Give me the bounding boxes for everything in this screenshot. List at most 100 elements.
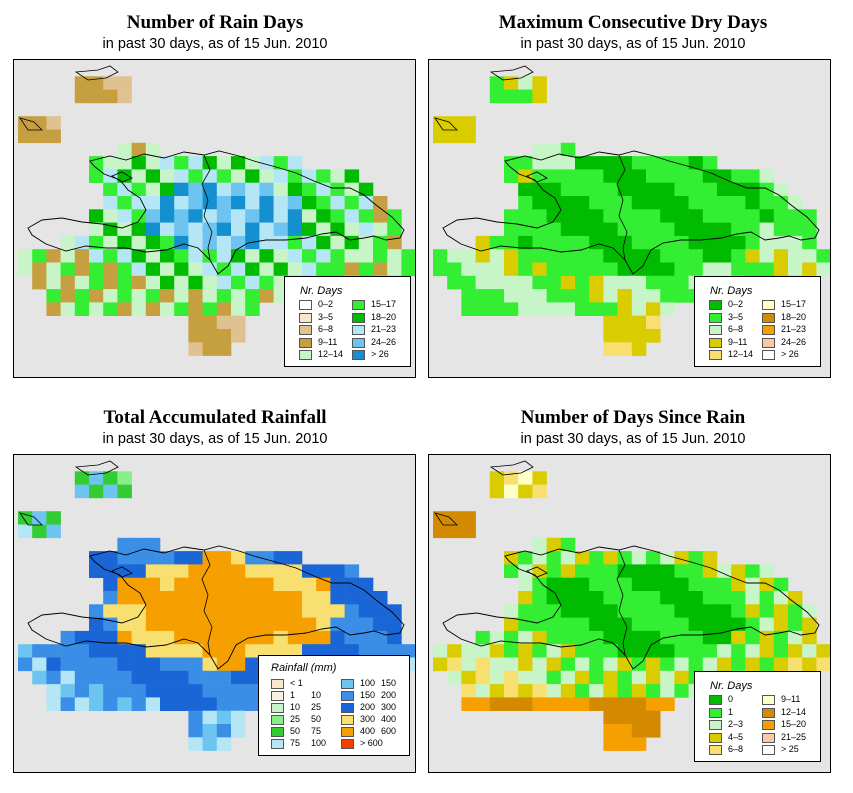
grid-cell (344, 196, 360, 210)
grid-cell (231, 670, 246, 685)
grid-cell (245, 209, 260, 223)
grid-cell (117, 262, 132, 277)
grid-cell (617, 235, 633, 250)
grid-cell (131, 684, 147, 698)
legend-label: 6–8 (318, 324, 334, 334)
legend-swatch (762, 720, 775, 730)
grid-cell (546, 617, 562, 632)
grid-cell (344, 169, 360, 183)
grid-cell (160, 657, 175, 672)
grid-cell (89, 89, 104, 104)
grid-cell (504, 209, 519, 223)
grid-cell (546, 657, 562, 672)
legend-label-high: 75 (311, 726, 322, 736)
grid-cell (646, 670, 661, 685)
legend-label: 9–11 (318, 336, 338, 347)
legend-item: 25 50 (271, 714, 337, 726)
grid-cell (603, 684, 618, 698)
grid-cell (259, 262, 274, 277)
grid-cell (145, 670, 161, 685)
grid-cell (344, 591, 360, 605)
border-line (616, 154, 628, 261)
grid-cell (131, 564, 147, 578)
grid-cell (631, 604, 647, 618)
grid-cell (617, 604, 633, 618)
grid-cell (273, 551, 289, 565)
grid-cell (631, 235, 647, 250)
grid-cell (344, 209, 360, 223)
grid-cell (589, 182, 604, 197)
grid-cell (617, 617, 633, 632)
grid-cell (532, 644, 547, 658)
grid-cell (745, 630, 760, 645)
grid-cell (631, 182, 647, 197)
grid-cell (344, 644, 360, 658)
grid-cell (717, 604, 732, 618)
grid-cell (145, 235, 161, 250)
grid-cell (773, 630, 789, 645)
grid-cell (560, 644, 576, 658)
legend-label: 3–5 (728, 311, 744, 322)
grid-cell (89, 289, 104, 303)
grid-cell (145, 591, 161, 605)
grid-cell (660, 196, 675, 210)
grid-cell (617, 710, 633, 725)
grid-cell (589, 196, 604, 210)
legend-swatch (271, 691, 284, 701)
legend-label: 18–20 (781, 311, 807, 322)
grid-cell (74, 262, 90, 277)
grid-cell (188, 551, 203, 565)
grid-cell (759, 222, 775, 237)
grid-cell (646, 289, 661, 303)
grid-cell (188, 262, 203, 277)
legend-swatch (352, 312, 365, 323)
grid-cell (688, 262, 704, 277)
grid-cell (401, 644, 415, 658)
grid-cell (575, 196, 590, 210)
grid-cell (518, 697, 533, 711)
grid-cell (160, 644, 175, 658)
legend-label-low: 400 (360, 726, 376, 736)
grid-cell (358, 249, 374, 263)
grid-cell (504, 697, 519, 711)
legend-item: 3–5 (299, 312, 349, 324)
grid-cell (560, 196, 576, 210)
grid-cell (461, 289, 476, 303)
grid-cell (330, 222, 345, 237)
grid-cell (373, 249, 388, 263)
grid-cell (745, 564, 760, 578)
grid-cell (589, 577, 604, 592)
grid-cell (575, 564, 590, 578)
legend-item: > 26 (352, 349, 402, 361)
grid-cell (89, 604, 104, 618)
grid-cell (731, 617, 746, 632)
grid-cell (316, 591, 331, 605)
grid-cell (287, 644, 303, 658)
grid-cell (702, 564, 718, 578)
grid-cell (504, 484, 519, 499)
grid-cell (145, 684, 161, 698)
grid-cell (46, 524, 61, 539)
grid-cell (674, 182, 689, 197)
grid-cell (688, 564, 704, 578)
grid-cell (216, 222, 232, 237)
grid-cell (174, 551, 189, 565)
grid-cell (816, 657, 830, 672)
grid-cell (759, 577, 775, 592)
grid-cell (202, 275, 218, 290)
legend-item: 21–23 (352, 324, 402, 336)
grid-cell (160, 222, 175, 237)
grid-cell (74, 684, 90, 698)
legend-label: 15–17 (371, 299, 397, 309)
grid-cell (489, 235, 505, 250)
grid-cell (202, 630, 218, 645)
legend-label: 0 (728, 694, 734, 704)
legend-title: Nr. Days (710, 680, 753, 692)
grid-cell (216, 209, 232, 223)
grid-cell (89, 302, 104, 316)
grid-cell (688, 577, 704, 592)
grid-cell (188, 275, 203, 290)
grid-cell (202, 577, 218, 592)
grid-cell (231, 657, 246, 672)
grid-cell (117, 209, 132, 223)
